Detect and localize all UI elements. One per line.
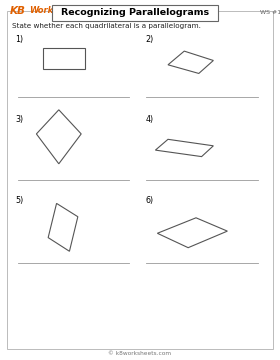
Text: 3): 3) — [15, 115, 24, 124]
Text: 5): 5) — [15, 196, 24, 205]
Text: 4): 4) — [146, 115, 154, 124]
Text: 1): 1) — [15, 35, 24, 44]
Text: © k8worksheets.com: © k8worksheets.com — [108, 351, 172, 356]
Text: Worksheets: Worksheets — [29, 6, 85, 15]
Text: KB: KB — [10, 6, 26, 17]
Text: 6): 6) — [146, 196, 154, 205]
FancyBboxPatch shape — [7, 11, 273, 349]
Text: WS #1: WS #1 — [260, 10, 280, 15]
FancyBboxPatch shape — [52, 5, 218, 21]
Text: Recognizing Parallelograms: Recognizing Parallelograms — [61, 9, 209, 18]
Text: State whether each quadrilateral is a parallelogram.: State whether each quadrilateral is a pa… — [12, 23, 201, 29]
Text: 2): 2) — [146, 35, 154, 44]
